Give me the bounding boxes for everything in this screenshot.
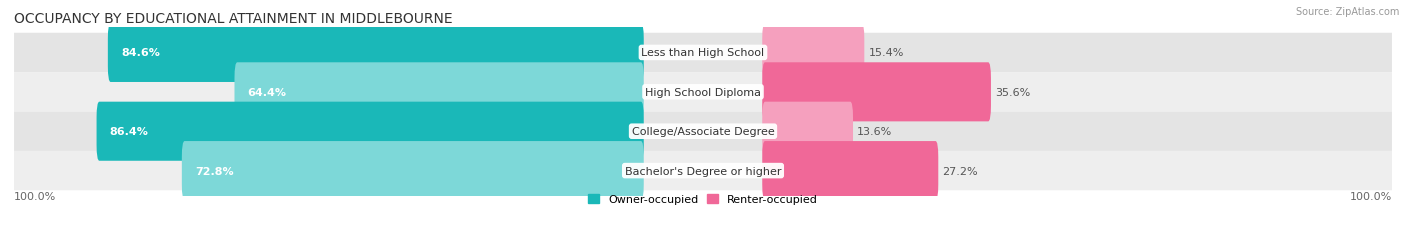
FancyBboxPatch shape	[14, 112, 1392, 151]
Text: 64.4%: 64.4%	[247, 88, 287, 97]
FancyBboxPatch shape	[762, 102, 853, 161]
FancyBboxPatch shape	[762, 141, 938, 200]
Text: 27.2%: 27.2%	[942, 166, 979, 176]
Text: 86.4%: 86.4%	[110, 127, 149, 137]
FancyBboxPatch shape	[14, 151, 1392, 191]
Text: 72.8%: 72.8%	[195, 166, 233, 176]
FancyBboxPatch shape	[14, 33, 1392, 73]
Text: 100.0%: 100.0%	[1350, 191, 1392, 201]
Text: Less than High School: Less than High School	[641, 48, 765, 58]
FancyBboxPatch shape	[97, 102, 644, 161]
Text: 100.0%: 100.0%	[14, 191, 56, 201]
FancyBboxPatch shape	[181, 141, 644, 200]
FancyBboxPatch shape	[108, 24, 644, 83]
FancyBboxPatch shape	[14, 73, 1392, 112]
FancyBboxPatch shape	[762, 63, 991, 122]
Text: 13.6%: 13.6%	[858, 127, 893, 137]
Text: OCCUPANCY BY EDUCATIONAL ATTAINMENT IN MIDDLEBOURNE: OCCUPANCY BY EDUCATIONAL ATTAINMENT IN M…	[14, 12, 453, 26]
Text: College/Associate Degree: College/Associate Degree	[631, 127, 775, 137]
Legend: Owner-occupied, Renter-occupied: Owner-occupied, Renter-occupied	[588, 194, 818, 204]
FancyBboxPatch shape	[235, 63, 644, 122]
Text: 84.6%: 84.6%	[121, 48, 160, 58]
Text: Bachelor's Degree or higher: Bachelor's Degree or higher	[624, 166, 782, 176]
FancyBboxPatch shape	[762, 24, 865, 83]
Text: 35.6%: 35.6%	[995, 88, 1031, 97]
Text: 15.4%: 15.4%	[869, 48, 904, 58]
Text: Source: ZipAtlas.com: Source: ZipAtlas.com	[1295, 7, 1399, 17]
Text: High School Diploma: High School Diploma	[645, 88, 761, 97]
